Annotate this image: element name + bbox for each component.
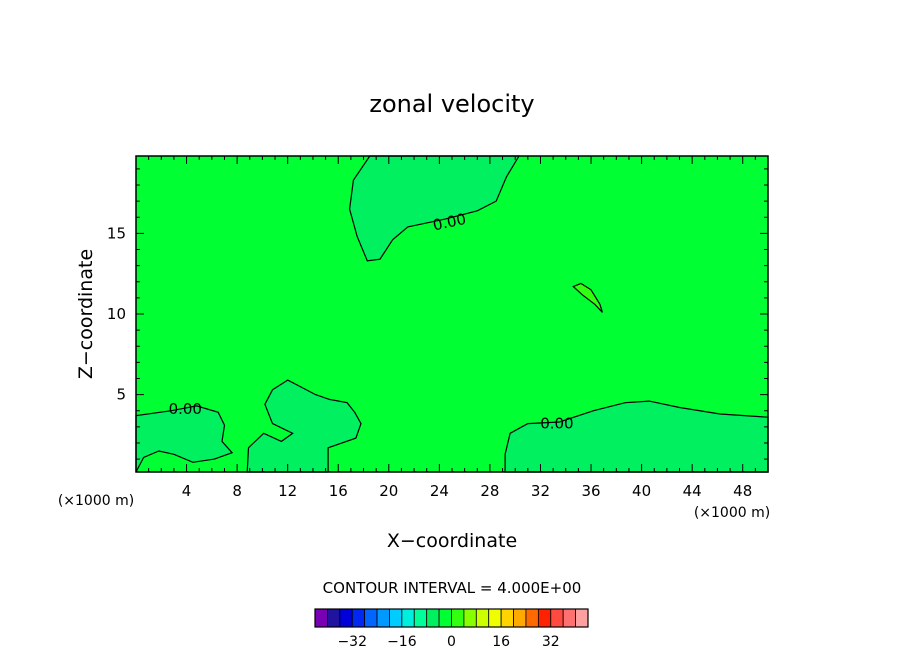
colorbar-swatch	[364, 608, 378, 628]
y-axis-label: Z−coordinate	[75, 249, 97, 379]
colorbar-swatch	[376, 608, 390, 628]
colorbar-swatch	[550, 608, 564, 628]
x-tick-label: 32	[531, 482, 550, 500]
colorbar-swatch	[389, 608, 403, 628]
x-unit-label-left: (×1000 m)	[58, 493, 134, 509]
y-tick-label: 15	[107, 224, 126, 242]
colorbar-swatch	[451, 608, 465, 628]
x-tick-label: 36	[581, 482, 600, 500]
colorbar-swatch	[475, 608, 490, 628]
colorbar-frame	[314, 608, 589, 628]
x-tick-label: 48	[733, 482, 752, 500]
y-tick-label: 5	[116, 386, 126, 404]
x-tick-label: 40	[632, 482, 651, 500]
colorbar-swatch	[525, 608, 539, 628]
chart-title: zonal velocity	[369, 90, 534, 118]
contour-interval-text: CONTOUR INTERVAL = 4.000E+00	[323, 579, 582, 597]
colorbar-swatch	[314, 608, 328, 628]
colorbar-swatch	[537, 608, 552, 628]
x-tick-label: 20	[379, 482, 398, 500]
colorbar-swatch	[413, 608, 428, 628]
colorbar-swatch	[500, 608, 514, 628]
x-axis-label: X−coordinate	[387, 530, 517, 552]
colorbar-swatch	[575, 608, 589, 628]
colorbar-tick-label: 16	[492, 634, 510, 650]
x-tick-label: 28	[480, 482, 499, 500]
contour-region-upper-center	[348, 155, 521, 262]
x-tick-label: 8	[232, 482, 242, 500]
colorbar-swatch	[438, 608, 452, 628]
colorbar-tick-label: −16	[387, 634, 417, 650]
colorbar-swatch	[488, 608, 502, 628]
contour-region-lower-center	[246, 379, 362, 473]
contour-region-small-blob	[572, 282, 603, 313]
x-tick-label: 12	[278, 482, 297, 500]
x-tick-label: 16	[329, 482, 348, 500]
x-tick-label: 4	[182, 482, 192, 500]
colorbar-swatch	[339, 608, 353, 628]
colorbar-swatch	[351, 608, 366, 628]
contour-region-lower-left	[135, 405, 234, 473]
y-tick-label: 10	[107, 305, 126, 323]
colorbar-swatch	[401, 608, 415, 628]
colorbar-swatch	[426, 608, 440, 628]
x-tick-label: 24	[430, 482, 449, 500]
contour-label-1: 0.00	[169, 400, 202, 418]
contour-label-2: 0.00	[540, 415, 573, 433]
colorbar-tick-label: 0	[447, 634, 456, 650]
contour-fill-regions	[135, 155, 769, 473]
colorbar-swatch	[513, 608, 527, 628]
colorbar-tick-label: 32	[542, 634, 560, 650]
colorbar: −32 −16 0 16 32	[314, 608, 589, 650]
colorbar-tick-label: −32	[337, 634, 367, 650]
colorbar-swatch	[562, 608, 576, 628]
x-unit-label-right: (×1000 m)	[694, 505, 770, 521]
colorbar-swatch	[463, 608, 477, 628]
contour-labels: 0.000.000.00	[169, 210, 574, 433]
colorbar-swatch	[327, 608, 341, 628]
x-tick-label: 44	[683, 482, 702, 500]
